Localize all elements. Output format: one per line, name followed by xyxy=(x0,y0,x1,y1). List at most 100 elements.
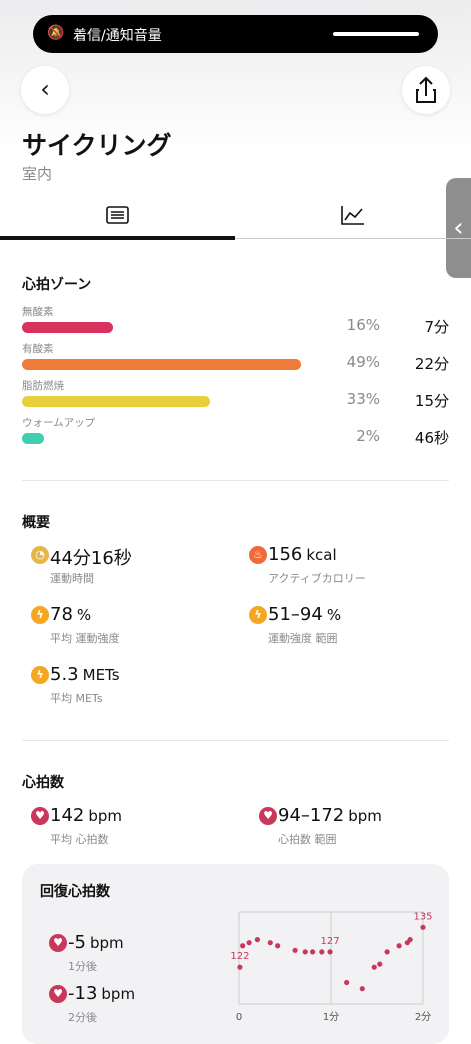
metric-main: 51–94 xyxy=(268,604,323,625)
point xyxy=(377,961,383,967)
metric-unit: METs xyxy=(82,666,120,684)
zone-percent: 2% xyxy=(356,427,380,445)
zones-title: 心拍ゾーン xyxy=(22,277,92,293)
tab-indicator xyxy=(0,236,235,240)
zone-bar xyxy=(22,396,211,407)
zone-name: 脂肪燃焼 xyxy=(22,380,64,392)
point xyxy=(237,964,243,970)
status-text: 着信/通知音量 xyxy=(73,28,162,44)
zone-name: 有酸素 xyxy=(22,343,54,355)
metric-label: 運動時間 xyxy=(50,572,94,585)
zone-time: 15分 xyxy=(414,392,449,410)
metric-icon: ♨ xyxy=(249,546,267,564)
metric-value: 44分16秒 xyxy=(50,544,132,570)
zone-name: 無酸素 xyxy=(22,306,54,318)
point xyxy=(344,979,350,986)
subtitle: 室内 xyxy=(22,165,53,183)
metric-unit: kcal xyxy=(306,546,337,564)
metric-icon: ♥ xyxy=(259,807,277,825)
point xyxy=(267,940,273,946)
metric-label: 運動強度 範囲 xyxy=(268,632,338,645)
tab-charts[interactable] xyxy=(235,196,471,236)
metric-main: -5 xyxy=(68,932,86,953)
title: サイクリング xyxy=(22,131,172,160)
metric-label: 平均 運動強度 xyxy=(50,632,120,645)
metric-label: 平均 METs xyxy=(50,692,103,705)
zone-time: 7分 xyxy=(424,318,449,336)
metric-unit: % xyxy=(326,606,342,624)
metric-value: 94–172 bpm xyxy=(278,805,382,826)
summary-title: 概要 xyxy=(22,515,50,531)
metric-unit: bpm xyxy=(101,985,136,1003)
point-label: 127 xyxy=(321,936,340,947)
point xyxy=(319,949,325,955)
metric-label: アクティブカロリー xyxy=(268,572,366,585)
zone-percent: 16% xyxy=(346,316,380,334)
point xyxy=(292,947,298,953)
zone-bar xyxy=(22,433,44,444)
metric-value: -13 bpm xyxy=(68,983,135,1004)
metric-icon: ♥ xyxy=(49,934,67,952)
point-label: 122 xyxy=(230,951,249,962)
tab-details[interactable] xyxy=(0,196,235,236)
bell-icon: 🔕 xyxy=(47,25,65,41)
zone-percent: 33% xyxy=(346,390,380,408)
point xyxy=(327,949,333,955)
share-button[interactable] xyxy=(402,66,450,114)
point xyxy=(275,943,281,949)
back-button[interactable]: ‹ xyxy=(21,66,69,114)
metric-main: 156 xyxy=(268,544,303,565)
point xyxy=(396,943,402,949)
zone-bar xyxy=(22,359,302,370)
point xyxy=(420,924,426,930)
metric-main: 78 xyxy=(50,604,73,625)
metric-label: 1分後 xyxy=(68,960,97,973)
metric-value: 142 bpm xyxy=(50,805,122,826)
metric-label: 心拍数 範囲 xyxy=(278,833,337,846)
metric-label: 平均 心拍数 xyxy=(50,833,109,846)
metric-value: 78% xyxy=(50,604,91,625)
divider xyxy=(22,740,449,741)
point-label: 135 xyxy=(413,911,432,922)
side-handle[interactable]: ‹ xyxy=(446,178,471,278)
point xyxy=(310,949,316,955)
zone-bar xyxy=(22,322,114,333)
zone-name: ウォームアップ xyxy=(22,417,96,429)
zone-time: 22分 xyxy=(414,355,449,373)
share-icon xyxy=(416,76,436,103)
metric-value: 51–94% xyxy=(268,604,341,625)
point xyxy=(371,964,377,970)
metric-main: 44分16秒 xyxy=(50,548,132,569)
point xyxy=(407,937,413,943)
metric-main: 94–172 xyxy=(278,805,345,826)
metric-unit: bpm xyxy=(89,934,124,952)
x-tick-label: 2分 xyxy=(415,1011,431,1023)
volume-level xyxy=(333,32,419,36)
metric-icon: ♥ xyxy=(49,985,67,1003)
recovery-title: 回復心拍数 xyxy=(40,884,110,900)
metric-main: -13 xyxy=(68,983,98,1004)
point xyxy=(359,986,365,992)
divider xyxy=(22,480,449,481)
metric-icon: ϟ xyxy=(31,666,49,684)
point xyxy=(302,949,308,955)
metric-value: -5 bpm xyxy=(68,932,124,953)
metric-label: 2分後 xyxy=(68,1011,97,1024)
x-tick-label: 0 xyxy=(236,1012,242,1023)
metric-value: 5.3 METs xyxy=(50,664,120,685)
zone-time: 46秒 xyxy=(414,429,449,447)
metric-main: 142 xyxy=(50,805,85,826)
point xyxy=(246,940,252,946)
metric-icon: ϟ xyxy=(31,606,49,624)
point xyxy=(254,937,260,943)
point xyxy=(384,949,390,955)
metric-value: 156 kcal xyxy=(268,544,337,565)
recovery-card xyxy=(22,864,449,1044)
metric-icon: ◔ xyxy=(31,546,49,564)
tab-line xyxy=(235,238,471,239)
x-tick-label: 1分 xyxy=(323,1011,339,1023)
metric-unit: % xyxy=(76,606,92,624)
metric-unit: bpm xyxy=(348,807,382,825)
